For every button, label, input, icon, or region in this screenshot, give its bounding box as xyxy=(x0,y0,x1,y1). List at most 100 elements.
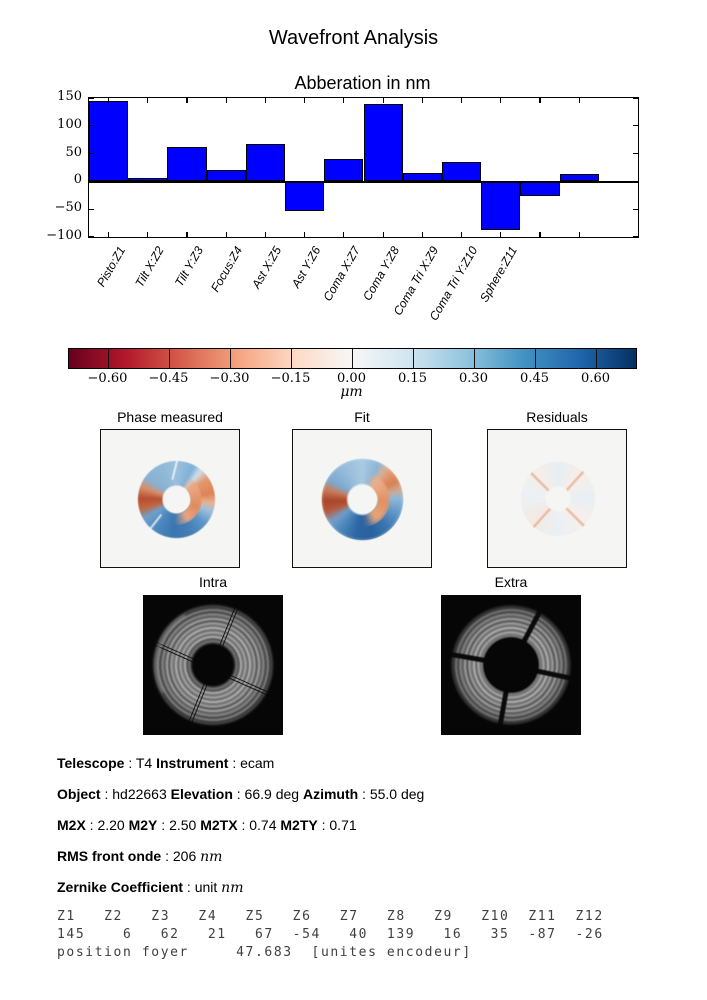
residuals-image xyxy=(487,429,627,568)
bar-z6 xyxy=(285,181,325,212)
y-tick xyxy=(89,208,94,210)
x-category-label: Sphere:Z11 xyxy=(476,244,520,305)
rms-label: RMS front onde xyxy=(57,848,162,864)
instrument-label: Instrument xyxy=(156,755,229,771)
y-tick xyxy=(89,97,94,99)
residuals-donut xyxy=(520,461,596,537)
zero-line xyxy=(89,181,638,183)
x-tick xyxy=(539,232,541,237)
bar-z13 xyxy=(559,174,599,182)
object-value: : hd22663 xyxy=(100,786,171,802)
x-tick xyxy=(500,98,502,103)
m2-settings-line: M2X : 2.20 M2Y : 2.50 M2TX : 0.74 M2TY :… xyxy=(57,817,357,833)
zernike-label: Zernike Coefficient xyxy=(57,879,184,895)
colorbar-tick xyxy=(474,349,476,368)
figure-title: Wavefront Analysis xyxy=(268,27,439,49)
y-tick xyxy=(633,180,638,182)
colorbar-tick-label: −0.30 xyxy=(209,371,250,386)
extra-donut xyxy=(442,602,580,735)
azimuth-label: Azimuth xyxy=(302,786,359,802)
fit-inner-ring xyxy=(335,472,390,527)
colorbar-unit-label: μm xyxy=(340,384,363,400)
rms-value: : 206 xyxy=(161,848,201,864)
bar-z7 xyxy=(324,159,364,182)
rms-line: RMS front onde : 206 nm xyxy=(57,848,222,865)
azimuth-value: : 55.0 deg xyxy=(358,786,425,802)
y-tick xyxy=(89,153,94,155)
bar-z4 xyxy=(206,169,246,182)
object-elevation-azimuth-line: Object : hd22663 Elevation : 66.9 deg Az… xyxy=(57,786,424,802)
m2tx-value: : 0.74 xyxy=(237,817,281,833)
m2tx-label: M2TX xyxy=(200,817,238,833)
x-tick xyxy=(382,98,384,103)
x-category-label: Coma X:Z7 xyxy=(320,244,364,304)
telescope-label: Telescope xyxy=(57,755,125,771)
m2ty-value: : 0.71 xyxy=(317,817,357,833)
x-tick xyxy=(264,232,267,237)
intra-focal-image xyxy=(143,595,283,735)
aberration-bar-chart: Pisto:Z1 Tilt X:Z2 Tilt Y:Z3 Focus:Z4 Ast X:… xyxy=(88,97,639,323)
colorbar-tick xyxy=(596,349,598,368)
x-tick xyxy=(108,98,110,103)
rms-unit: nm xyxy=(200,849,223,865)
bar-chart-y-axis-labels: 150 100 50 0 −50 −100 xyxy=(30,89,82,243)
x-tick xyxy=(578,232,580,237)
telescope-instrument-line: Telescope : T4 Instrument : ecam xyxy=(57,755,274,771)
bar-z3 xyxy=(167,146,207,182)
phase-measured-image xyxy=(100,429,240,568)
colorbar-tick xyxy=(229,349,231,368)
intra-donut xyxy=(143,595,283,735)
instrument-value: : ecam xyxy=(228,755,275,771)
bar-chart-title: Abberation in nm xyxy=(294,73,431,93)
y-tick-label: 150 xyxy=(57,89,82,104)
x-category-label: Tilt Y:Z3 xyxy=(172,244,207,290)
colorbar-tick xyxy=(168,349,170,368)
residuals-title: Residuals xyxy=(526,409,588,425)
x-tick xyxy=(147,98,149,103)
zernike-coefficient-line: Zernike Coefficient : unit nm xyxy=(57,879,243,896)
colorbar-tick xyxy=(413,349,414,368)
x-tick xyxy=(421,232,423,237)
x-category-label: Pisto:Z1 xyxy=(93,244,128,290)
y-tick-label: −50 xyxy=(54,200,82,216)
y-tick-label: 0 xyxy=(73,172,82,188)
x-tick xyxy=(186,232,188,237)
intra-highlight-arc xyxy=(143,595,283,735)
m2y-label: M2Y xyxy=(128,817,158,833)
focus-position-line: position foyer 47.683 [unites encodeur] xyxy=(57,945,472,960)
y-tick-label: −100 xyxy=(46,228,82,243)
x-tick xyxy=(186,98,188,103)
m2x-label: M2X xyxy=(57,817,86,833)
y-tick xyxy=(89,236,94,238)
elevation-label: Elevation xyxy=(170,786,233,802)
zernike-unit: nm xyxy=(221,880,244,896)
x-tick xyxy=(343,98,345,103)
colorbar-tick-label: −0.60 xyxy=(87,371,128,386)
bar-z12 xyxy=(520,181,560,196)
telescope-value: : T4 xyxy=(124,755,157,771)
x-tick xyxy=(108,232,110,237)
bar-z11 xyxy=(481,181,521,230)
x-category-label: Ast X:Z5 xyxy=(249,244,285,291)
x-tick xyxy=(460,98,463,103)
y-tick-label: 100 xyxy=(57,116,82,132)
m2ty-label: M2TY xyxy=(280,817,318,833)
bar-z9 xyxy=(402,172,442,182)
x-tick xyxy=(264,98,267,103)
bar-z8 xyxy=(363,104,403,182)
x-tick xyxy=(578,98,580,103)
intra-rings xyxy=(150,602,276,728)
x-tick xyxy=(460,232,463,237)
x-category-label: Ast Y:Z6 xyxy=(289,244,324,291)
y-tick-label: 50 xyxy=(65,144,82,160)
colorbar-tick-label: 0.45 xyxy=(520,371,549,386)
colorbar-tick xyxy=(290,349,292,368)
elevation-value: : 66.9 deg xyxy=(232,786,303,802)
bar-z2 xyxy=(128,178,168,182)
extra-title: Extra xyxy=(494,574,528,590)
y-tick xyxy=(89,180,94,182)
colorbar-tick xyxy=(352,349,353,368)
y-tick xyxy=(633,208,638,210)
x-tick xyxy=(343,232,345,237)
